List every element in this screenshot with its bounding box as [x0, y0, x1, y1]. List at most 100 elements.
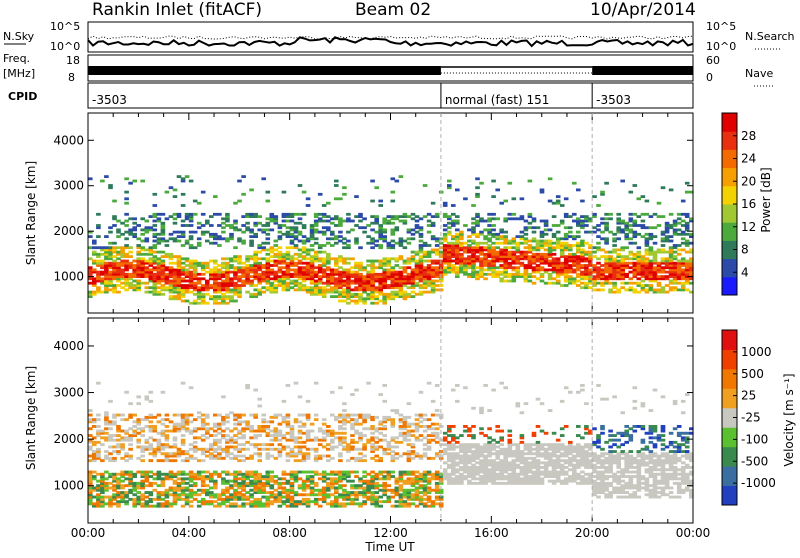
- heatmap-cell: [274, 240, 279, 243]
- heatmap-cell: [443, 461, 448, 464]
- heatmap-cell: [128, 229, 133, 232]
- heatmap-cell: [233, 414, 238, 417]
- heatmap-cell: [330, 446, 335, 449]
- heatmap-cell: [306, 452, 311, 455]
- heatmap-cell: [552, 253, 557, 256]
- heatmap-cell: [266, 491, 271, 494]
- heatmap-cell: [443, 436, 448, 439]
- heatmap-cell: [403, 213, 408, 216]
- heatmap-cell: [427, 382, 432, 385]
- heatmap-cell: [298, 213, 303, 216]
- heatmap-cell: [282, 482, 287, 485]
- heatmap-cell: [330, 430, 335, 433]
- heatmap-cell: [596, 229, 601, 232]
- heatmap-cell: [346, 217, 351, 220]
- heatmap-cell: [374, 436, 379, 439]
- heatmap-cell: [233, 282, 238, 285]
- heatmap-cell: [451, 213, 456, 216]
- heatmap-cell: [596, 224, 601, 227]
- heatmap-cell: [407, 257, 412, 260]
- heatmap-cell: [370, 246, 375, 249]
- heatmap-cell: [270, 475, 275, 478]
- heatmap-cell: [290, 471, 295, 474]
- heatmap-cell: [193, 213, 198, 216]
- heatmap-cell: [548, 260, 553, 263]
- heatmap-cell: [173, 443, 178, 446]
- heatmap-cell: [153, 416, 158, 419]
- heatmap-cell: [298, 430, 303, 433]
- heatmap-cell: [677, 244, 682, 247]
- heatmap-cell: [653, 266, 658, 269]
- heatmap-cell: [165, 286, 170, 289]
- heatmap-cell: [282, 496, 287, 499]
- heatmap-cell: [88, 446, 93, 449]
- heatmap-cell: [120, 436, 125, 439]
- heatmap-cell: [423, 266, 428, 269]
- heatmap-cell: [600, 237, 605, 240]
- heatmap-cell: [197, 237, 202, 240]
- heatmap-cell: [451, 220, 456, 223]
- heatmap-cell: [201, 277, 206, 280]
- heatmap-cell: [407, 215, 412, 218]
- heatmap-cell: [314, 498, 319, 501]
- heatmap-cell: [463, 197, 468, 200]
- heatmap-cell: [600, 222, 605, 225]
- heatmap-cell: [217, 452, 222, 455]
- heatmap-cell: [302, 498, 307, 501]
- heatmap-cell: [524, 220, 529, 223]
- heatmap-cell: [149, 443, 154, 446]
- heatmap-cell: [266, 452, 271, 455]
- heatmap-cell: [229, 289, 234, 292]
- heatmap-cell: [274, 284, 279, 287]
- heatmap-cell: [261, 291, 266, 294]
- heatmap-cell: [407, 502, 412, 505]
- heatmap-cell: [213, 500, 218, 503]
- heatmap-cell: [370, 491, 375, 494]
- heatmap-cell: [362, 297, 367, 300]
- heatmap-cell: [245, 222, 250, 225]
- heatmap-cell: [326, 226, 331, 229]
- heatmap-cell: [225, 480, 230, 483]
- heatmap-cell: [136, 418, 141, 421]
- heatmap-cell: [132, 226, 137, 229]
- heatmap-cell: [354, 262, 359, 265]
- heatmap-cell: [411, 493, 416, 496]
- freq-unit: [MHz]: [3, 67, 35, 80]
- heatmap-cell: [604, 182, 609, 185]
- heatmap-cell: [399, 271, 404, 274]
- heatmap-cell: [128, 217, 133, 220]
- heatmap-cell: [161, 430, 166, 433]
- heatmap-cell: [257, 452, 262, 455]
- heatmap-cell: [608, 217, 613, 220]
- heatmap-cell: [88, 246, 93, 249]
- heatmap-cell: [169, 446, 174, 449]
- heatmap-cell: [629, 224, 634, 227]
- heatmap-cell: [310, 439, 315, 442]
- heatmap-cell: [318, 505, 323, 508]
- y-tick-label: 3000: [53, 179, 84, 193]
- heatmap-cell: [302, 224, 307, 227]
- heatmap-cell: [326, 215, 331, 218]
- heatmap-cell: [169, 502, 174, 505]
- heatmap-cell: [669, 286, 674, 289]
- heatmap-cell: [233, 266, 238, 269]
- heatmap-cell: [649, 246, 654, 249]
- heatmap-cell: [322, 418, 327, 421]
- heatmap-cell: [677, 253, 682, 256]
- heatmap-cell: [584, 231, 589, 234]
- heatmap-cell: [92, 471, 97, 474]
- heatmap-cell: [677, 217, 682, 220]
- heatmap-cell: [310, 430, 315, 433]
- heatmap-cell: [270, 471, 275, 474]
- heatmap-cell: [112, 420, 117, 423]
- heatmap-cell: [399, 237, 404, 240]
- heatmap-cell: [354, 502, 359, 505]
- heatmap-cell: [431, 473, 436, 476]
- heatmap-cell: [294, 382, 299, 385]
- heatmap-cell: [419, 414, 424, 417]
- heatmap-cell: [261, 418, 266, 421]
- heatmap-cell: [128, 282, 133, 285]
- heatmap-cell: [181, 414, 186, 417]
- heatmap-cell: [382, 471, 387, 474]
- heatmap-cell: [185, 240, 190, 243]
